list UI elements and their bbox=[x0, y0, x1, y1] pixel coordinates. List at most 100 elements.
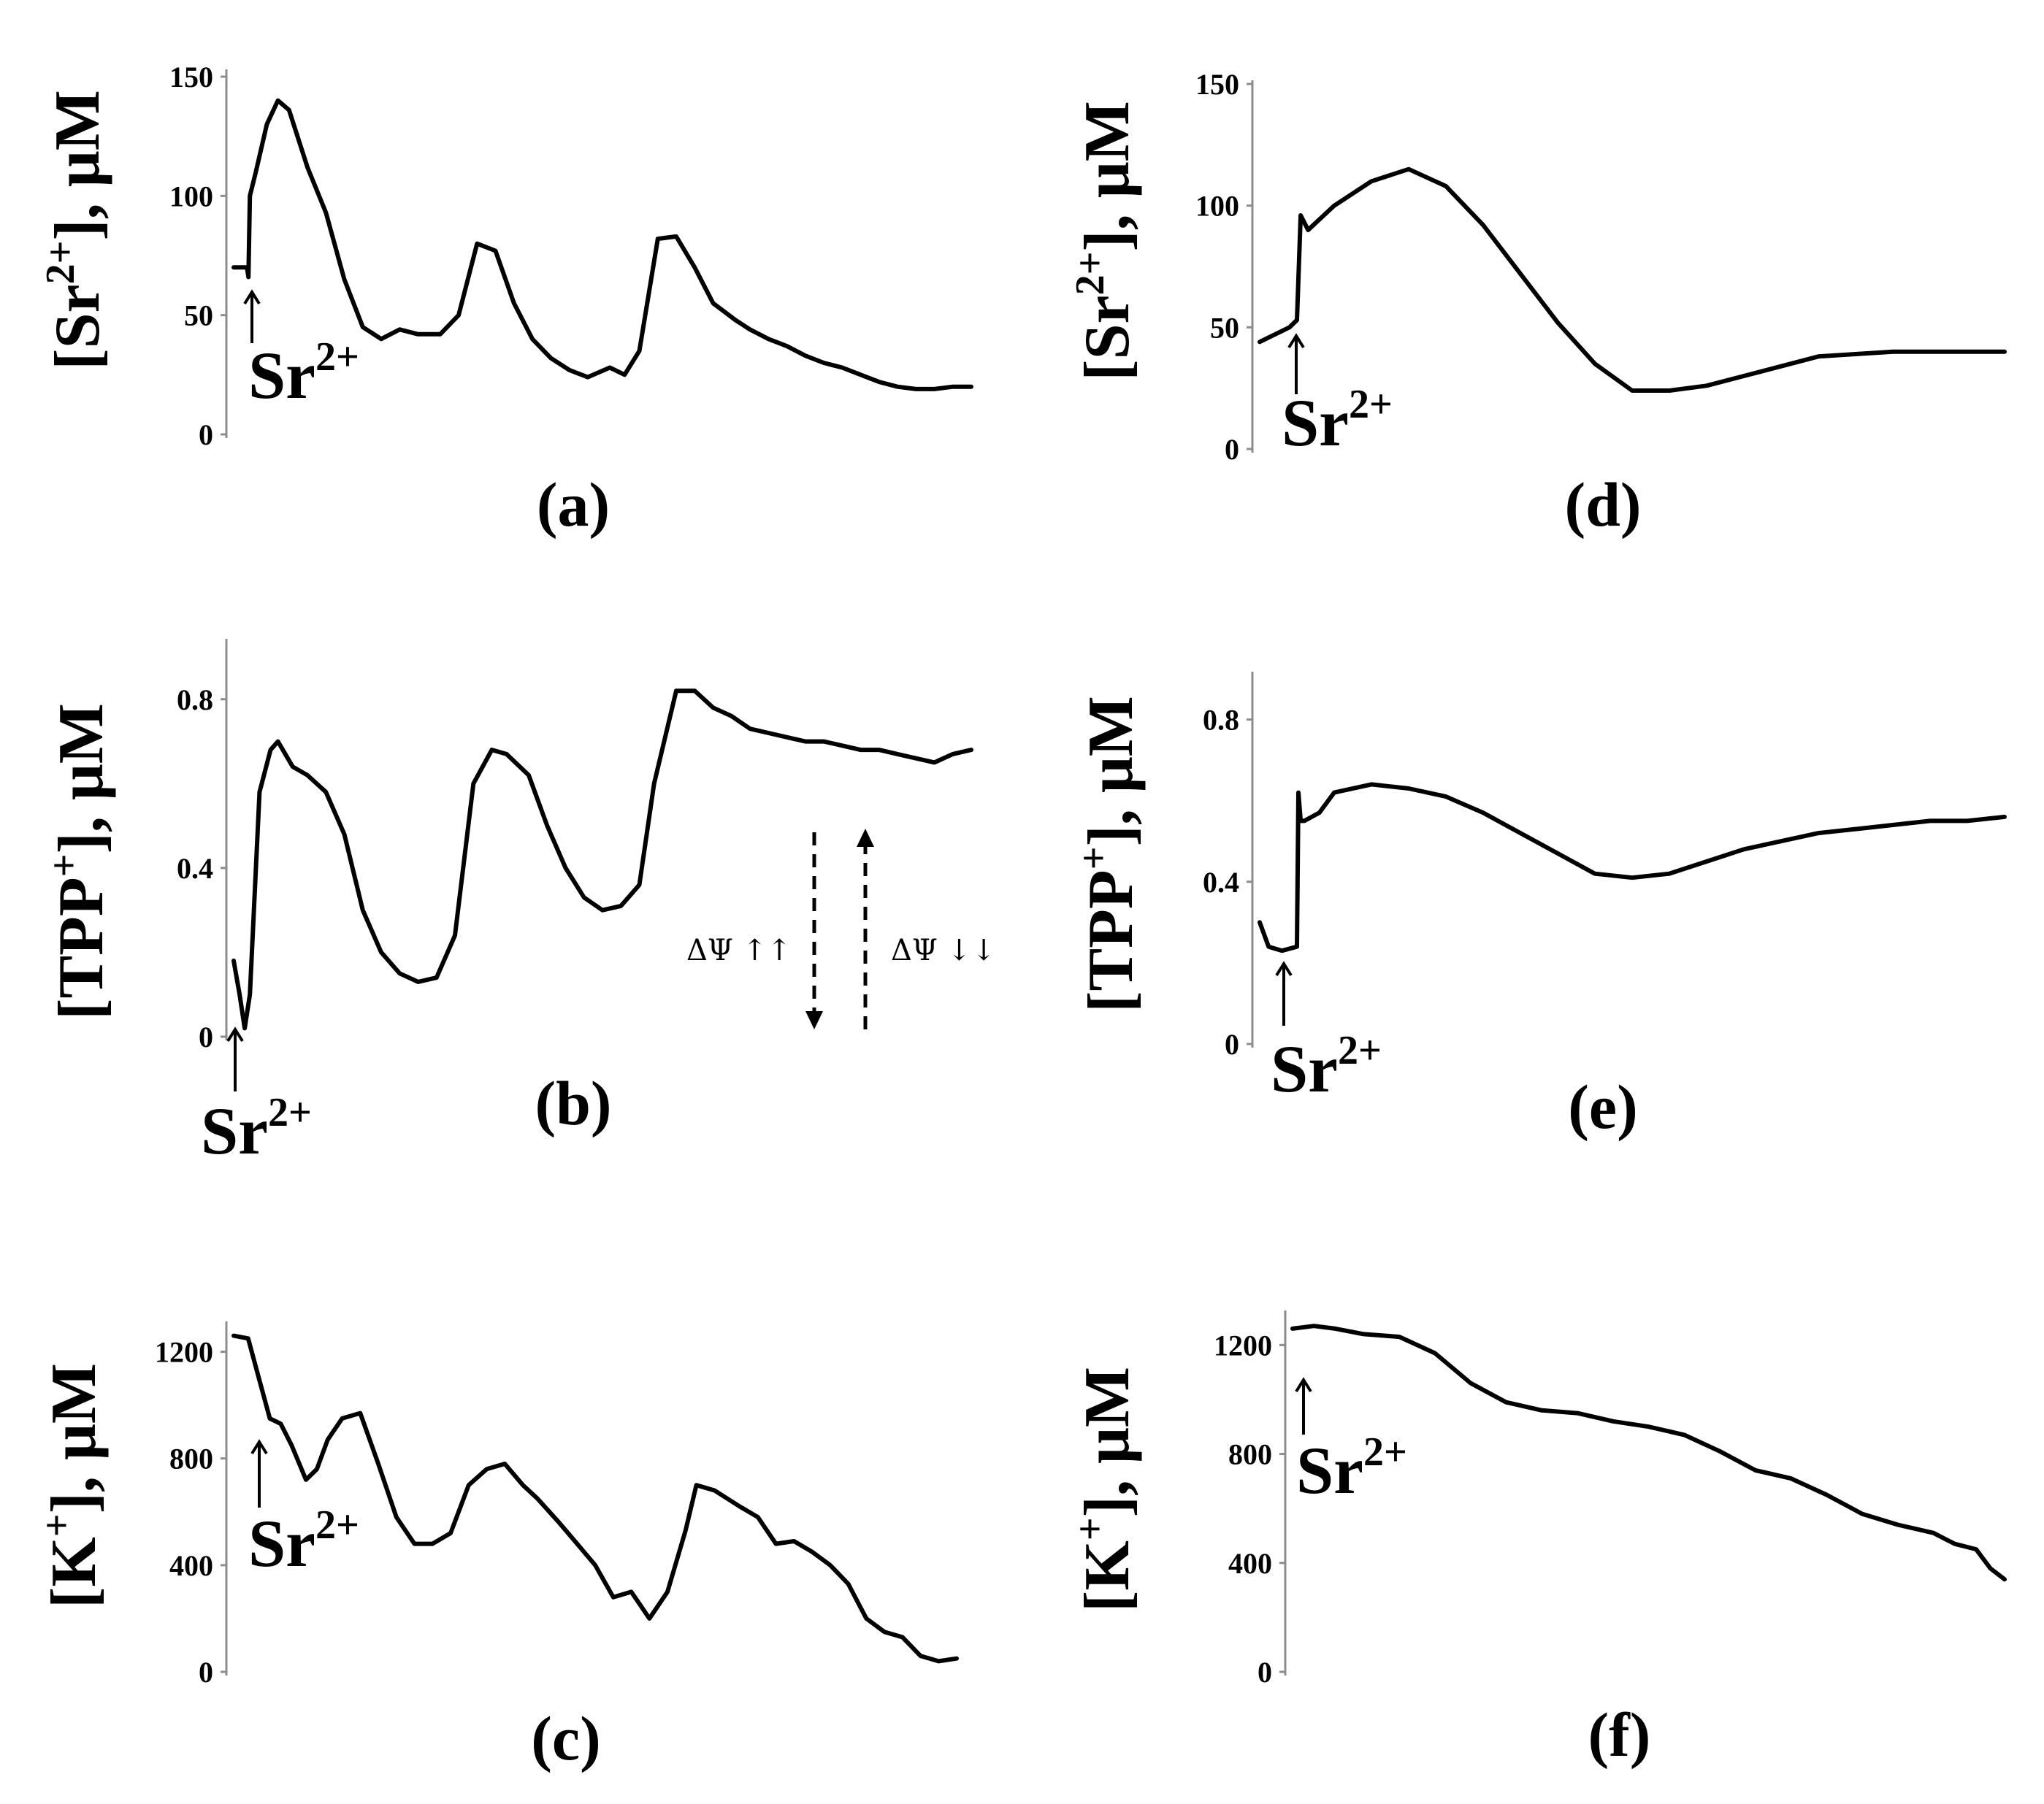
panel-a: 0 50 100 150 [Sr2+], μM Sr2+ (a) bbox=[38, 61, 973, 540]
data-point bbox=[1518, 831, 1523, 835]
data-point bbox=[895, 385, 900, 389]
injection-label: Sr2+ bbox=[201, 1090, 312, 1168]
data-point bbox=[383, 1483, 388, 1487]
y-tick-label: 0 bbox=[199, 418, 213, 451]
data-point bbox=[494, 249, 497, 253]
y-tick-label: 0 bbox=[1225, 433, 1239, 466]
data-point bbox=[1779, 364, 1783, 369]
data-point bbox=[756, 1515, 760, 1519]
data-point bbox=[485, 1467, 489, 1471]
data-series-line bbox=[231, 1333, 959, 1664]
data-point bbox=[253, 170, 258, 174]
data-point bbox=[416, 980, 420, 984]
data-point bbox=[1896, 1523, 1900, 1527]
data-point bbox=[287, 108, 291, 112]
y-tick-label: 0 bbox=[1258, 1656, 1272, 1689]
data-point bbox=[733, 318, 738, 322]
data-point bbox=[1816, 354, 1821, 358]
data-point bbox=[647, 1616, 651, 1621]
injection-arrowhead bbox=[1275, 961, 1293, 977]
panel-b: 0 0.4 0.8 [TPP+], μM Sr2+ (b) ΔΨ ↑↑ ΔΨ ↓↓ bbox=[42, 639, 996, 1168]
data-point bbox=[1647, 1424, 1650, 1429]
panel-label: (a) bbox=[537, 469, 610, 540]
panel-label: (c) bbox=[531, 1703, 600, 1773]
data-point bbox=[1860, 1512, 1864, 1516]
data-series-line bbox=[1258, 782, 2007, 953]
y-axis-label: [Sr2+], μM bbox=[1068, 101, 1143, 380]
data-point bbox=[557, 1520, 561, 1524]
y-axis-label: [K+], μM bbox=[1068, 1367, 1143, 1612]
data-point bbox=[1932, 1531, 1935, 1535]
data-point bbox=[1667, 872, 1672, 876]
data-point bbox=[305, 165, 310, 169]
y-axis-label: [K+], μM bbox=[34, 1363, 110, 1608]
data-point bbox=[1965, 350, 1970, 354]
y-tick-label: 0.4 bbox=[1203, 866, 1239, 899]
data-point bbox=[1406, 167, 1411, 172]
data-point bbox=[248, 992, 252, 997]
data-point bbox=[2002, 815, 2007, 819]
data-point bbox=[785, 735, 789, 740]
data-point bbox=[248, 193, 252, 198]
data-point bbox=[1989, 1566, 1992, 1570]
data-point bbox=[792, 1539, 796, 1543]
data-point bbox=[502, 1462, 507, 1466]
data-point bbox=[774, 1542, 778, 1546]
data-point bbox=[951, 385, 955, 389]
data-point bbox=[969, 748, 973, 752]
data-point bbox=[505, 752, 509, 756]
data-point bbox=[575, 1542, 579, 1546]
data-point bbox=[1332, 791, 1336, 795]
data-point bbox=[521, 1483, 525, 1487]
data-point bbox=[361, 325, 365, 329]
data-point bbox=[914, 756, 918, 761]
data-point bbox=[1397, 1335, 1401, 1339]
data-point bbox=[246, 275, 250, 279]
data-point bbox=[1362, 1332, 1366, 1336]
data-point bbox=[2002, 1577, 2007, 1581]
data-point bbox=[1928, 818, 1932, 823]
data-point bbox=[1593, 361, 1597, 366]
data-point bbox=[471, 781, 475, 786]
data-point bbox=[1258, 920, 1262, 924]
data-point bbox=[864, 1616, 868, 1621]
y-tick-label: 0.8 bbox=[1203, 704, 1239, 737]
data-point bbox=[1611, 1419, 1615, 1424]
data-point bbox=[694, 1483, 699, 1487]
panel-label: (f) bbox=[1588, 1700, 1651, 1770]
data-point bbox=[859, 748, 862, 752]
data-point bbox=[593, 1563, 597, 1567]
y-tick-label: 150 bbox=[169, 61, 213, 93]
data-point bbox=[895, 752, 900, 756]
data-point bbox=[1369, 179, 1374, 183]
data-point bbox=[1891, 350, 1895, 354]
data-point bbox=[748, 726, 752, 731]
data-point bbox=[936, 1659, 941, 1663]
injection-arrowhead bbox=[243, 289, 261, 305]
data-point bbox=[1779, 839, 1783, 843]
data-point bbox=[1718, 1449, 1722, 1454]
data-point bbox=[711, 705, 715, 710]
data-point bbox=[430, 1542, 435, 1546]
data-point bbox=[1789, 1476, 1793, 1481]
data-point bbox=[810, 1550, 814, 1554]
dashed-arrowhead-up bbox=[857, 829, 874, 847]
data-point bbox=[840, 366, 844, 369]
data-point bbox=[361, 908, 365, 913]
data-point bbox=[652, 781, 657, 786]
injection-label: Sr2+ bbox=[1282, 382, 1393, 460]
data-series-line bbox=[1258, 166, 2007, 393]
data-point bbox=[674, 688, 678, 693]
data-point bbox=[242, 1026, 247, 1030]
data-point bbox=[1667, 388, 1672, 393]
data-point bbox=[1332, 204, 1336, 208]
data-point bbox=[785, 344, 789, 348]
y-tick-label: 0 bbox=[1225, 1028, 1239, 1061]
data-point bbox=[1742, 847, 1746, 851]
y-tick-label: 0 bbox=[199, 1021, 213, 1053]
y-tick-label: 800 bbox=[1228, 1438, 1272, 1471]
panel-e: 0 0.4 0.8 [TPP+], μM Sr2+ (e) bbox=[1071, 672, 2007, 1142]
data-point bbox=[803, 740, 808, 744]
data-point bbox=[564, 866, 567, 870]
data-point bbox=[269, 748, 272, 752]
